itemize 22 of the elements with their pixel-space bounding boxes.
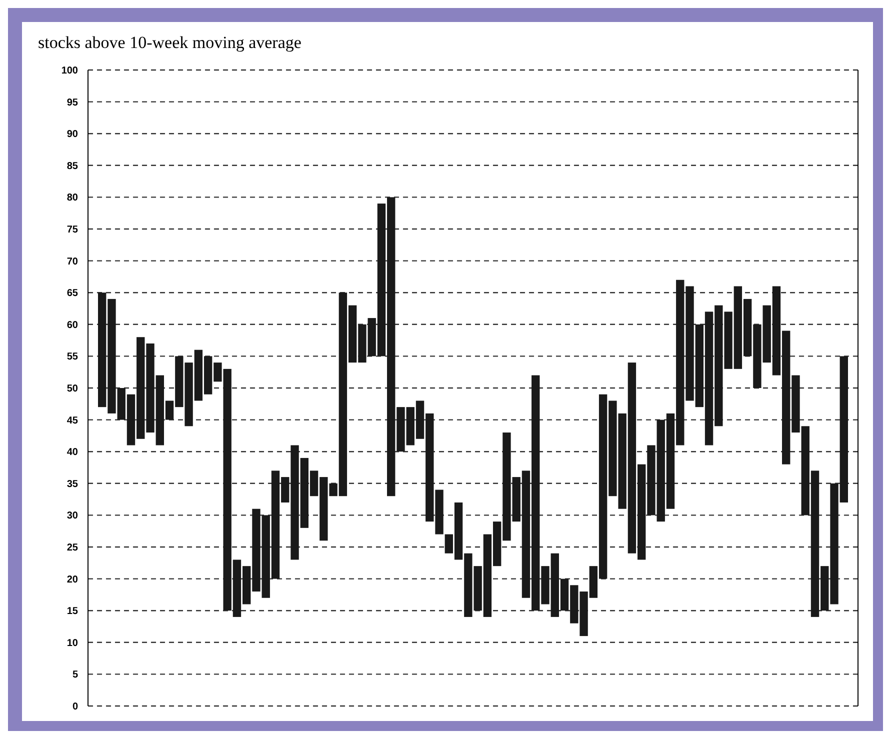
y-tick-label: 35 [66, 478, 78, 490]
y-tick-label: 45 [66, 415, 78, 426]
y-tick-label: 25 [66, 542, 78, 554]
y-tick-label: 5 [72, 670, 78, 681]
y-tick-label: 50 [66, 384, 78, 394]
y-tick-label: 15 [66, 606, 78, 618]
y-tick-label: 70 [66, 256, 78, 268]
y-tick-label: 55 [66, 352, 78, 363]
y-tick-label: 0 [72, 702, 78, 712]
y-tick-label: 75 [66, 224, 78, 236]
y-tick-label: 65 [66, 288, 78, 300]
y-tick-label: 60 [66, 320, 78, 331]
y-tick-label: 10 [66, 638, 78, 649]
y-tick-label: 20 [66, 574, 78, 586]
y-tick-label: 30 [66, 510, 78, 522]
y-tick-label: 80 [66, 192, 78, 204]
y-tick-label: 90 [66, 129, 78, 140]
y-tick-label: 100 [61, 66, 78, 76]
y-tick-label: 40 [66, 447, 78, 458]
y-tick-label: 85 [66, 160, 78, 172]
y-tick-label: 95 [66, 97, 78, 108]
chart-title: stocks above 10-week moving average [38, 33, 302, 52]
